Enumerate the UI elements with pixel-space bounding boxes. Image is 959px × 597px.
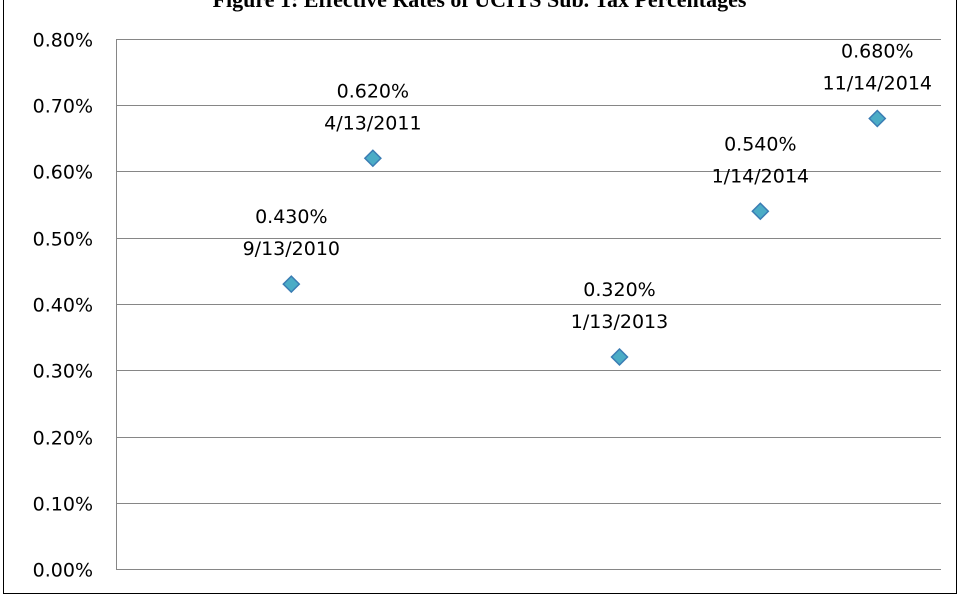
data-point-marker — [363, 149, 382, 168]
data-label-date: 1/14/2014 — [712, 165, 809, 187]
y-tick-label: 0.40% — [33, 295, 93, 317]
data-label-date: 11/14/2014 — [823, 73, 933, 95]
data-label-date: 9/13/2010 — [243, 238, 340, 260]
data-point-marker — [610, 347, 629, 367]
data-label-value: 0.430% — [255, 206, 327, 228]
chart-title: Figure 1: Effective Rates of UCITS Sub. … — [0, 0, 959, 11]
data-label-value: 0.620% — [337, 80, 409, 102]
y-axis: 0.00% 0.10% 0.20% 0.30% 0.40% 0.50% 0.60% 0.70%… — [33, 30, 117, 582]
y-tick-label: 0.50% — [33, 229, 93, 251]
y-tick-label: 0.70% — [33, 96, 93, 118]
data-label-date: 1/13/2013 — [571, 311, 668, 333]
data-point-marker — [282, 275, 301, 294]
data-point-marker — [868, 109, 887, 128]
data-labels: 0.430% 9/13/2010 0.620% 4/13/2011 0.320% 1/13… — [243, 41, 932, 334]
y-tick-label: 0.00% — [33, 560, 93, 582]
y-tick-label: 0.60% — [33, 162, 93, 184]
y-tick-label: 0.20% — [33, 428, 93, 450]
data-label-date: 4/13/2011 — [324, 112, 421, 134]
chart-frame — [3, 0, 957, 594]
data-label-value: 0.320% — [583, 279, 655, 301]
data-points — [282, 109, 887, 367]
y-tick-label: 0.10% — [33, 494, 93, 516]
data-point-marker — [751, 202, 770, 221]
data-label-value: 0.680% — [841, 41, 913, 63]
gridlines — [116, 39, 941, 570]
y-tick-label: 0.30% — [33, 361, 93, 383]
y-tick-label: 0.80% — [33, 30, 93, 52]
data-label-value: 0.540% — [724, 133, 796, 155]
